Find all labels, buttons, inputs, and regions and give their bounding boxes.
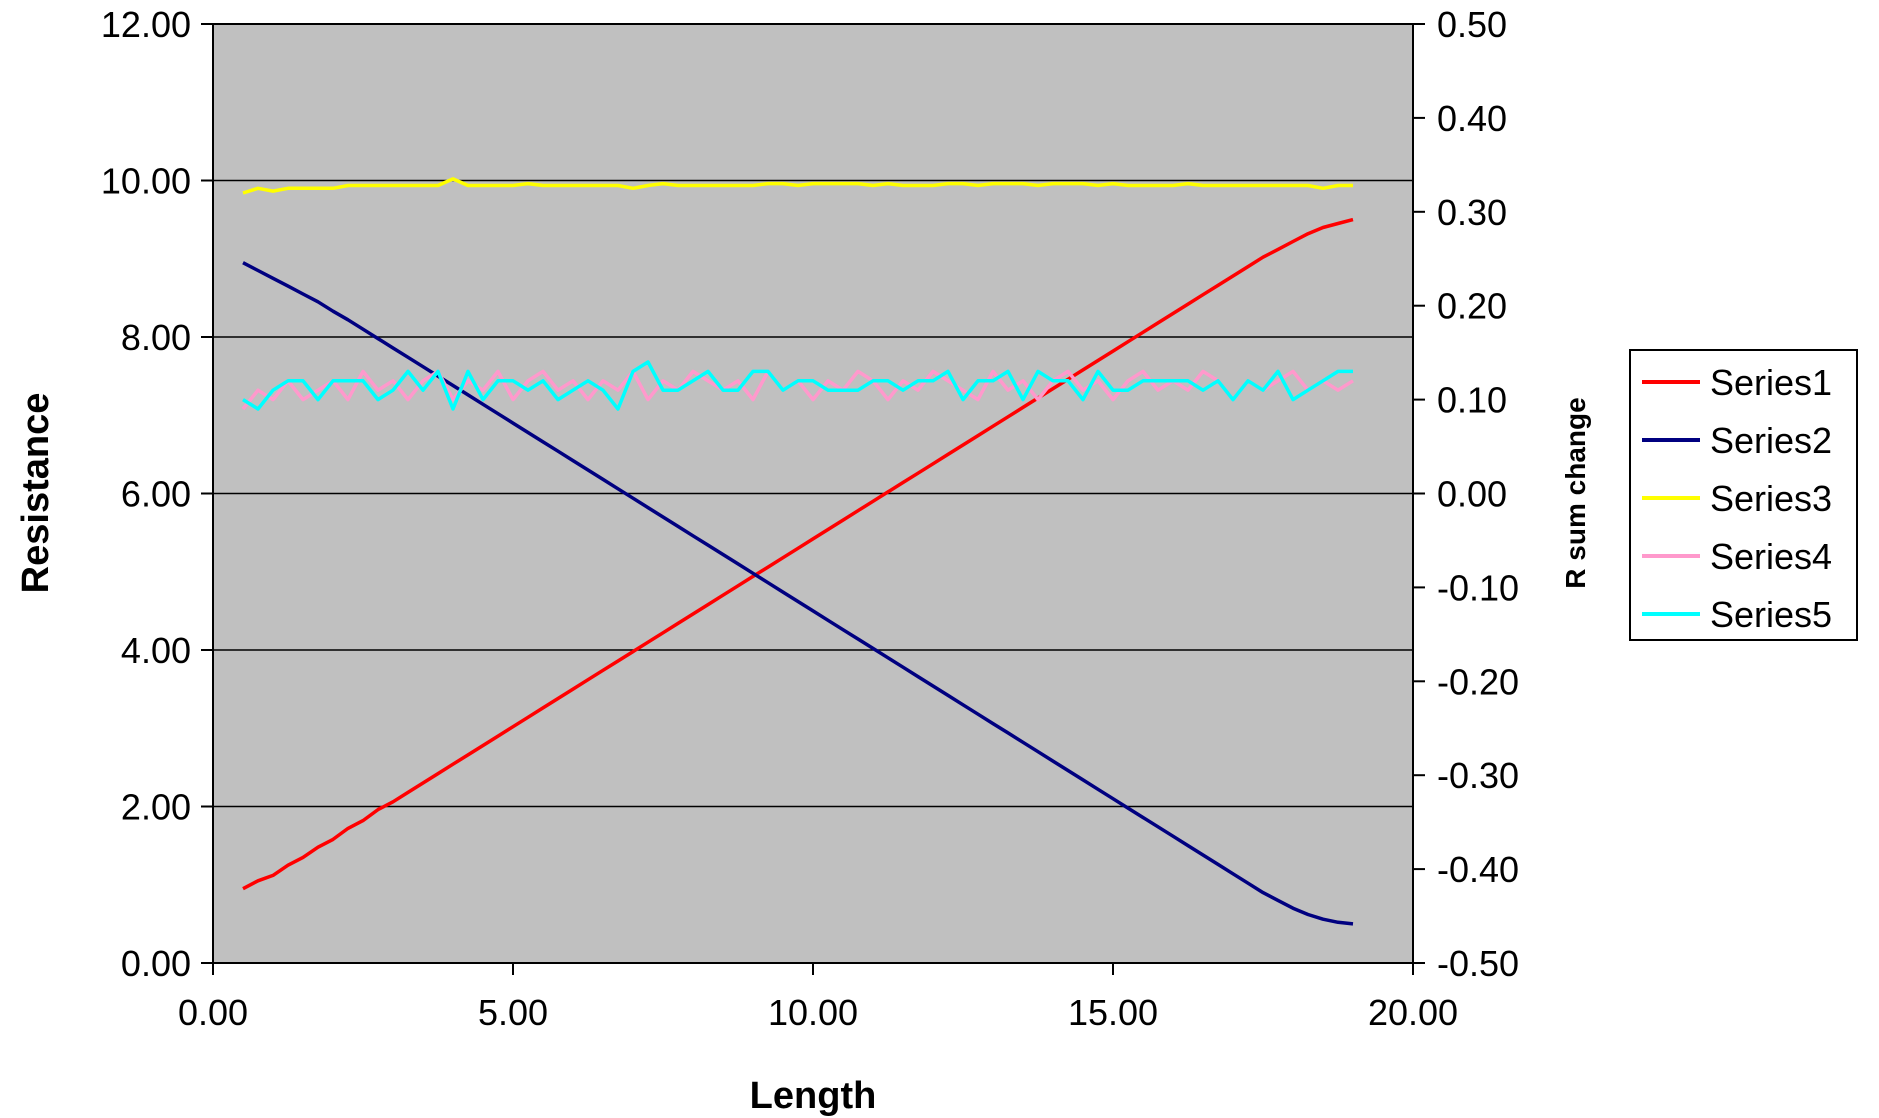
legend-label-series1: Series1: [1710, 362, 1832, 403]
series-lines: [241, 177, 1354, 926]
series-line-series2: [242, 261, 1354, 926]
y-axis-title: Resistance: [15, 393, 57, 594]
x-tick-label: 5.00: [478, 992, 548, 1033]
y-tick-label: 0.00: [121, 943, 191, 984]
y2-tick-label: -0.30: [1437, 755, 1519, 796]
y-tick-label: 2.00: [121, 787, 191, 828]
legend-label-series3: Series3: [1710, 478, 1832, 519]
y2-tick-label: -0.20: [1437, 661, 1519, 702]
x-tick-label: 20.00: [1368, 992, 1458, 1033]
series-line-series3: [242, 177, 1353, 195]
legend-label-series2: Series2: [1710, 420, 1832, 461]
y2-tick-label: -0.10: [1437, 567, 1519, 608]
x-tick-label: 15.00: [1068, 992, 1158, 1033]
y-tick-label: 4.00: [121, 630, 191, 671]
y-tick-label: 6.00: [121, 474, 191, 515]
y-tick-label: 10.00: [101, 161, 191, 202]
x-tick-label: 0.00: [178, 992, 248, 1033]
y2-tick-label: 0.00: [1437, 474, 1507, 515]
y2-axis-title: R sum change: [1560, 397, 1591, 588]
y2-tick-label: 0.20: [1437, 286, 1507, 327]
series-line-series5: [242, 360, 1353, 411]
y2-tick-label: -0.50: [1437, 943, 1519, 984]
legend: Series1 Series2 Series3 Series4 Series5: [1629, 349, 1858, 641]
axes: 0.00 2.00 4.00 6.00 8.00 10.00 12.00 -0.50 -0.40…: [101, 4, 1519, 1033]
y-tick-label: 12.00: [101, 4, 191, 45]
legend-label-series5: Series5: [1710, 594, 1832, 635]
x-tick-label: 10.00: [768, 992, 858, 1033]
y-tick-label: 8.00: [121, 317, 191, 358]
y2-tick-label: 0.40: [1437, 98, 1507, 139]
series-line-series1: [242, 217, 1354, 891]
y2-tick-label: -0.40: [1437, 849, 1519, 890]
legend-box: [1629, 349, 1858, 641]
x-axis-title: Length: [750, 1075, 877, 1117]
y2-tick-label: 0.50: [1437, 4, 1507, 45]
gridlines: [213, 179, 1413, 808]
y2-tick-label: 0.30: [1437, 192, 1507, 233]
legend-label-series4: Series4: [1710, 536, 1832, 577]
y2-tick-label: 0.10: [1437, 380, 1507, 421]
